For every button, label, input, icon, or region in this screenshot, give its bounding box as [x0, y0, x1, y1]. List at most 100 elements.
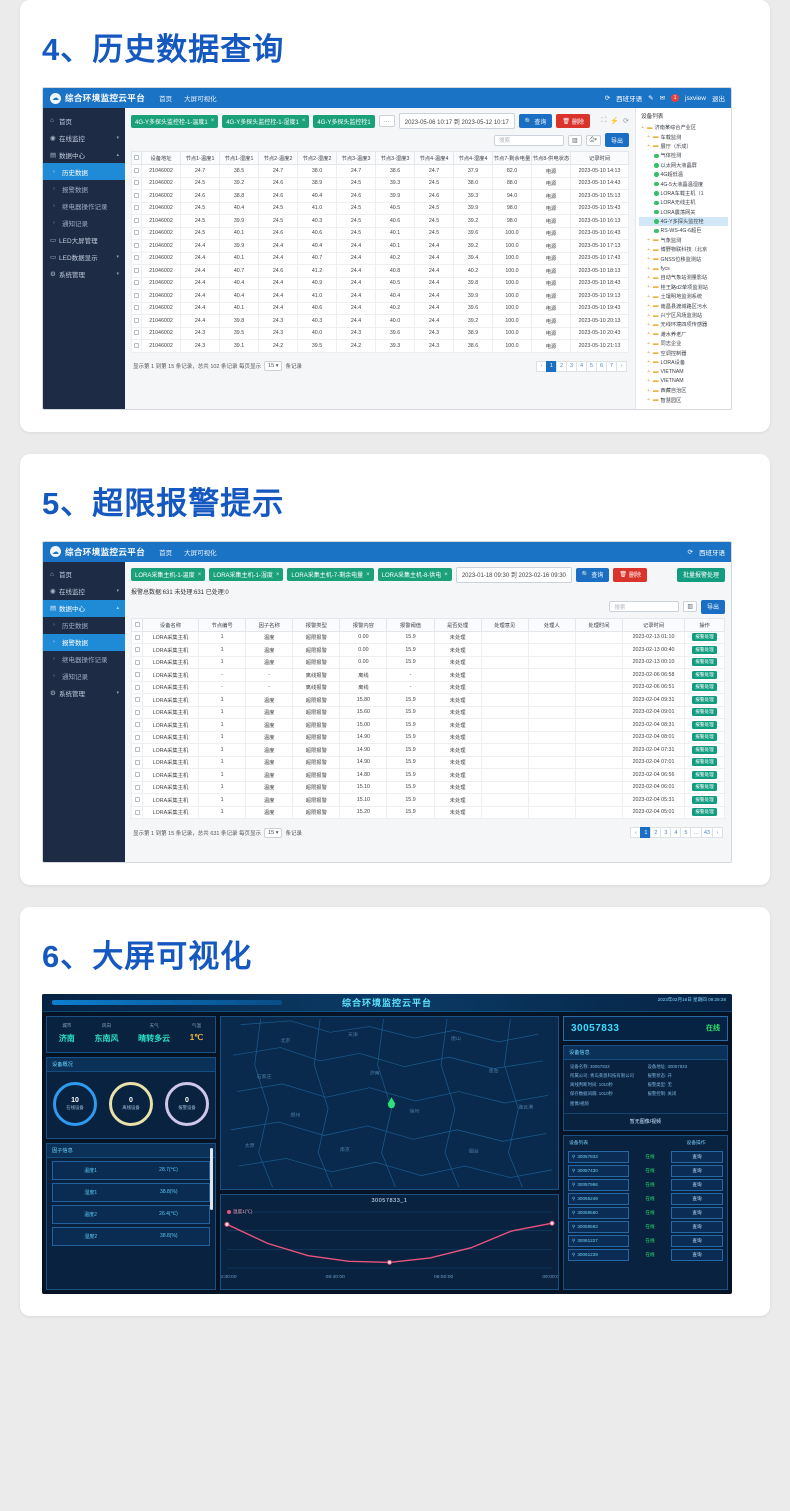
table-row[interactable]: LORA采集主机 1 温度 超限报警 0.00 15.9 未处理 2023-02-13 00:… — [131, 643, 725, 657]
delete-button[interactable]: 🗑 删除 — [556, 114, 590, 128]
row-action-cell[interactable]: 报警处理 — [684, 643, 725, 657]
col-processor[interactable]: 处理人 — [527, 617, 576, 632]
checkbox-icon[interactable] — [134, 621, 140, 627]
device-query-button[interactable]: 查询 — [671, 1178, 723, 1191]
checkbox-icon[interactable] — [134, 684, 140, 690]
search-input[interactable]: 搜索 — [609, 601, 680, 613]
topnav-bigscreen[interactable]: 大屏可视化 — [184, 96, 217, 103]
device-list-row[interactable]: ⚲ 30059560 在线 查询 — [568, 1206, 723, 1219]
col-process-comment[interactable]: 处理意见 — [480, 617, 529, 632]
tree-folder-node[interactable]: + ▬ 气象监测 — [639, 236, 728, 245]
checkbox-icon[interactable] — [134, 342, 139, 348]
table-row[interactable]: LORA采集主机 1 温度 超限报警 0.00 15.9 未处理 2023-02-13 00:… — [131, 655, 725, 670]
sidebar-item-alarm-data[interactable]: › 报警数据 — [43, 633, 125, 651]
row-checkbox-cell[interactable] — [131, 176, 142, 190]
bell-icon[interactable]: ✉ — [659, 95, 666, 102]
expand-icon[interactable]: + — [647, 340, 650, 347]
map-panel[interactable]: 北京 天津 唐山 石家庄 济南 青岛 郑州 徐州 连云港 南京 太原 烟台 — [220, 1015, 559, 1190]
row-action-cell[interactable]: 报警处理 — [684, 630, 725, 645]
delete-button[interactable]: 🗑 删除 — [613, 567, 648, 582]
device-query-button[interactable]: 查询 — [671, 1234, 723, 1247]
expand-icon[interactable]: + — [641, 124, 644, 131]
table-row[interactable]: 21046002 24.5 39.2 24.6 38.9 24.5 39.3 24.5 38.0… — [131, 176, 629, 190]
table-row[interactable]: LORA采集主机 1 温度 超限报警 14.90 15.9 未处理 2023-02-04 07… — [131, 743, 725, 757]
checkbox-icon[interactable] — [134, 180, 139, 186]
filter-tag[interactable]: LORA采集主机-8-供电 × — [377, 568, 452, 582]
checkbox-icon[interactable] — [134, 292, 139, 298]
checkbox-icon[interactable] — [134, 759, 140, 765]
checkbox-icon[interactable] — [134, 647, 140, 653]
alarm-process-button[interactable]: 报警处理 — [692, 720, 717, 729]
row-checkbox-cell[interactable] — [131, 655, 143, 670]
device-list-id[interactable]: ⚲ 30057986 — [568, 1178, 629, 1191]
table-row[interactable]: LORA采集主机 - - 离线报警 离线 - 未处理 2023-02-06 06:51 报警处理 — [131, 680, 725, 695]
factor-row[interactable]: 湿度2 38.8(%) — [52, 1226, 210, 1246]
table-row[interactable]: LORA采集主机 1 温度 超限报警 15.60 15.9 未处理 2023-02-04 09… — [131, 705, 725, 720]
checkbox-icon[interactable] — [134, 709, 140, 715]
device-list-row[interactable]: ⚲ 30057833 在线 查询 — [568, 1150, 723, 1163]
filter-tag[interactable]: LORA采集主机-1-湿度 × — [209, 568, 284, 582]
expand-icon[interactable]: + — [647, 293, 650, 300]
expand-icon[interactable]: + — [647, 378, 650, 385]
col-alarm-content[interactable]: 报警内容 — [339, 617, 388, 632]
expand-icon[interactable]: + — [647, 274, 650, 281]
alarm-process-button[interactable]: 报警处理 — [692, 795, 717, 804]
table-row[interactable]: LORA采集主机 1 温度 超限报警 14.90 15.9 未处理 2023-02-04 07… — [131, 755, 725, 770]
factor-scrollbar[interactable] — [210, 1147, 213, 1210]
select-all-header[interactable] — [131, 151, 142, 165]
row-checkbox-cell[interactable] — [131, 276, 142, 290]
checkbox-icon[interactable] — [134, 192, 139, 198]
topnav-home[interactable]: 首页 — [159, 96, 173, 103]
edit-icon[interactable]: ✎ — [648, 95, 654, 102]
expand-icon[interactable]: + — [647, 368, 650, 375]
expand-icon[interactable]: + — [647, 256, 650, 263]
col-node4-hum[interactable]: 节点4-湿度4 — [453, 151, 493, 165]
device-query-button[interactable]: 查询 — [671, 1164, 723, 1177]
expand-icon[interactable]: + — [647, 312, 650, 319]
checkbox-icon[interactable] — [134, 305, 139, 311]
checkbox-icon[interactable] — [134, 784, 140, 790]
table-row[interactable]: LORA采集主机 1 温度 超限报警 15.00 15.9 未处理 2023-02-04 08… — [131, 718, 725, 732]
tree-folder-node[interactable]: + ▬ 西藏自治区 — [639, 386, 728, 395]
device-query-button[interactable]: 查询 — [671, 1192, 723, 1205]
device-list-id[interactable]: ⚲ 30059583 — [568, 1220, 629, 1233]
device-list-id[interactable]: ⚲ 30061227 — [568, 1234, 629, 1247]
row-action-cell[interactable]: 报警处理 — [684, 693, 725, 707]
col-node7-battery[interactable]: 节点7-剩余电量 — [492, 151, 532, 165]
tree-device-node[interactable]: LORA震荡网关 — [639, 208, 728, 217]
sidebar-item-system[interactable]: ⚙ 系统管理 ▾ — [43, 685, 125, 702]
checkbox-icon[interactable] — [134, 697, 140, 703]
checkbox-icon[interactable] — [134, 659, 140, 665]
table-row[interactable]: LORA采集主机 1 温度 超限报警 15.80 15.9 未处理 2023-02-04 09… — [131, 693, 725, 707]
batch-alarm-process-button[interactable]: 批量报警处理 — [676, 567, 725, 582]
table-row[interactable]: 21046002 24.4 40.1 24.4 40.6 24.4 40.2 24.4 39.6… — [131, 301, 629, 315]
row-action-cell[interactable]: 报警处理 — [684, 768, 725, 782]
refresh-icon[interactable]: ⟳ — [604, 95, 611, 102]
col-factor-name[interactable]: 因子名称 — [245, 617, 294, 632]
expand-icon[interactable]: + — [647, 303, 650, 310]
row-action-cell[interactable]: 报警处理 — [684, 755, 725, 770]
table-row[interactable]: 21046002 24.4 40.4 24.4 41.0 24.4 40.4 24.4 39.9… — [131, 289, 629, 303]
col-node1-temp[interactable]: 节点1-温度1 — [180, 151, 220, 165]
page-size-select[interactable]: 15 ▾ — [264, 827, 283, 838]
topnav-bigscreen[interactable]: 大屏可视化 — [184, 549, 217, 557]
tree-folder-node[interactable]: + ▬ 展厅（乐成） — [639, 142, 728, 151]
tree-folder-node[interactable]: + ▬ 智慧园区 — [639, 395, 728, 404]
row-action-cell[interactable]: 报警处理 — [684, 655, 725, 670]
tag-overflow-button[interactable]: … — [378, 115, 395, 127]
expand-icon[interactable]: + — [647, 265, 650, 272]
col-is-processed[interactable]: 是否处理 — [433, 617, 482, 632]
row-checkbox-cell[interactable] — [131, 164, 142, 178]
checkbox-icon[interactable] — [134, 734, 140, 740]
tree-folder-node[interactable]: + ▬ GNSS位移监测站 — [639, 254, 728, 263]
col-node1-hum[interactable]: 节点1-湿度1 — [219, 151, 259, 165]
tree-device-node[interactable]: 4G-Y多探头监控栓 — [639, 216, 728, 227]
row-checkbox-cell[interactable] — [131, 805, 143, 820]
column-toggle-button[interactable]: ▥ — [567, 134, 582, 146]
close-icon[interactable]: × — [301, 118, 306, 124]
checkbox-icon[interactable] — [134, 230, 139, 236]
expand-icon[interactable]: + — [647, 284, 650, 291]
col-node4-temp[interactable]: 节点4-温度4 — [414, 151, 454, 165]
factor-row[interactable]: 温度2 26.4(℃) — [52, 1204, 210, 1224]
checkbox-icon[interactable] — [134, 155, 139, 161]
